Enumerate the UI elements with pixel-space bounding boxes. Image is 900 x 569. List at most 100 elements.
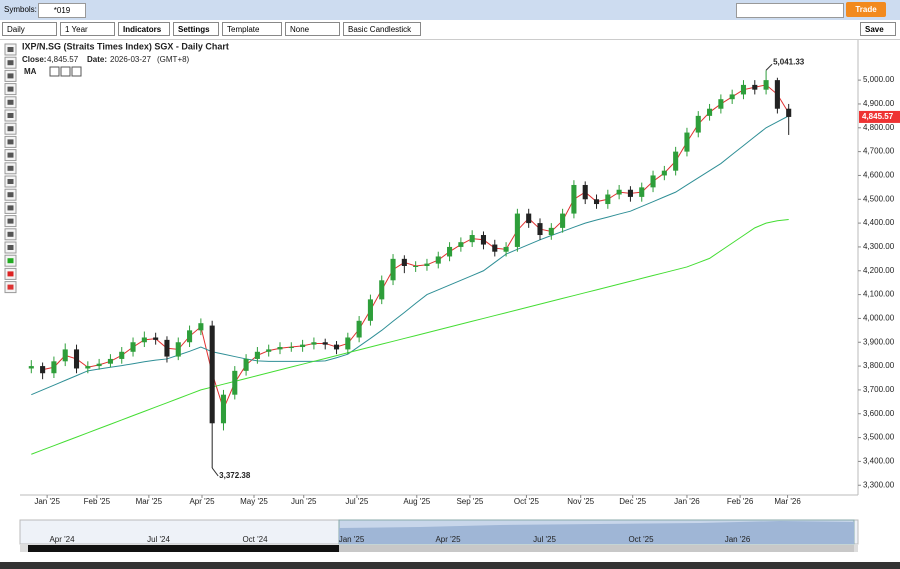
close-value: 4,845.57 bbox=[47, 55, 79, 64]
search-box[interactable] bbox=[736, 3, 844, 18]
candle-body bbox=[198, 323, 204, 331]
tool-icon bbox=[7, 73, 14, 79]
candle-body bbox=[141, 337, 147, 343]
high-annotation: 5,041.33 bbox=[773, 57, 805, 66]
x-tick-label: Sep '25 bbox=[456, 497, 483, 506]
x-tick-label: Dec '25 bbox=[619, 497, 646, 506]
tool-icon bbox=[7, 152, 14, 158]
navigator-label: Apr '24 bbox=[49, 535, 75, 544]
x-tick-label: Feb '26 bbox=[727, 497, 754, 506]
candle-body bbox=[492, 244, 498, 252]
x-tick-label: May '25 bbox=[240, 497, 268, 506]
x-tick-label: Mar '26 bbox=[774, 497, 801, 506]
ma-toggle[interactable] bbox=[49, 66, 60, 77]
date-label: Date: bbox=[87, 55, 107, 64]
high-pointer bbox=[765, 63, 773, 71]
range-select[interactable]: 1 Year bbox=[60, 22, 115, 36]
candle-body bbox=[718, 99, 724, 109]
y-tick-label: 3,300.00 bbox=[863, 480, 895, 489]
candle-body bbox=[164, 339, 170, 357]
candle-body bbox=[729, 94, 735, 100]
y-tick-label: 4,700.00 bbox=[863, 147, 895, 156]
candle-body bbox=[254, 351, 260, 359]
tool-icon bbox=[7, 47, 14, 52]
navigator-area bbox=[339, 521, 854, 544]
candle-body bbox=[469, 235, 475, 243]
y-tick-label: 4,400.00 bbox=[863, 218, 895, 227]
symbols-label: Symbols: bbox=[4, 5, 37, 14]
candle-body bbox=[40, 366, 46, 374]
ma-settings[interactable] bbox=[60, 66, 71, 77]
ma-line bbox=[31, 219, 789, 455]
timezone: (GMT+8) bbox=[157, 55, 190, 64]
y-tick-label: 3,700.00 bbox=[863, 385, 895, 394]
save-button[interactable]: Save bbox=[860, 22, 896, 36]
navigator-label: Jul '25 bbox=[533, 535, 556, 544]
candle-body bbox=[707, 108, 713, 116]
y-tick-label: 3,800.00 bbox=[863, 361, 895, 370]
candle-body bbox=[322, 342, 328, 345]
y-tick-label: 4,500.00 bbox=[863, 194, 895, 203]
date-value: 2026-03-27 bbox=[110, 55, 151, 64]
candle-body bbox=[616, 189, 622, 195]
scrollbar-thumb[interactable] bbox=[339, 545, 854, 552]
candle-body bbox=[187, 330, 193, 343]
scrollbar-left bbox=[28, 545, 339, 552]
tool-icon bbox=[7, 113, 14, 118]
candle-body bbox=[266, 349, 272, 352]
tool-icon bbox=[7, 165, 14, 171]
x-tick-label: Jun '25 bbox=[291, 497, 317, 506]
candle-body bbox=[300, 344, 306, 348]
candle-body bbox=[571, 184, 577, 214]
candle-body bbox=[311, 342, 317, 345]
x-tick-label: Mar '25 bbox=[136, 497, 163, 506]
candle-body bbox=[447, 246, 453, 257]
candle-body bbox=[458, 242, 464, 247]
candle-body bbox=[763, 80, 769, 90]
ma-remove[interactable] bbox=[71, 66, 82, 77]
symbol-input[interactable]: *019 bbox=[38, 3, 86, 18]
last-price-label: 4,845.57 bbox=[862, 112, 894, 121]
tool-icon bbox=[7, 271, 14, 277]
trade-button[interactable]: Trade bbox=[846, 2, 886, 17]
candle-body bbox=[786, 108, 792, 117]
drawing-tools bbox=[4, 43, 17, 294]
indicators-button[interactable]: Indicators bbox=[118, 22, 170, 36]
candle-body bbox=[401, 258, 407, 266]
navigator-label: Jan '26 bbox=[725, 535, 751, 544]
candle-body bbox=[627, 189, 633, 197]
settings-button[interactable]: Settings bbox=[173, 22, 219, 36]
x-tick-label: Apr '25 bbox=[189, 497, 215, 506]
candle-body bbox=[480, 235, 487, 245]
navigator-label: Jan '25 bbox=[339, 535, 365, 544]
tool-icon bbox=[7, 179, 14, 184]
candle-body bbox=[424, 263, 430, 266]
candle-body bbox=[62, 349, 68, 362]
candle-body bbox=[503, 246, 509, 252]
candle-body bbox=[582, 184, 588, 200]
candle-body bbox=[548, 227, 554, 236]
candle-body bbox=[514, 213, 520, 247]
chart-style-select[interactable]: Basic Candlestick bbox=[343, 22, 421, 36]
overlay-select[interactable]: None bbox=[285, 22, 340, 36]
tool-icon bbox=[7, 231, 14, 237]
x-tick-label: Jul '25 bbox=[345, 497, 368, 506]
navigator-label: Oct '24 bbox=[242, 535, 268, 544]
interval-select[interactable]: Daily bbox=[2, 22, 57, 36]
template-select[interactable]: Template bbox=[222, 22, 282, 36]
candle-body bbox=[661, 170, 667, 176]
candle-body bbox=[537, 223, 543, 236]
candle-body bbox=[119, 351, 125, 359]
candle-body bbox=[175, 342, 181, 357]
candle-body bbox=[774, 80, 780, 109]
navigator-label: Jul '24 bbox=[147, 535, 170, 544]
y-tick-label: 4,200.00 bbox=[863, 266, 895, 275]
candle-body bbox=[85, 366, 91, 369]
candle-body bbox=[356, 320, 362, 338]
candle-body bbox=[73, 349, 80, 369]
candle-body bbox=[288, 347, 294, 349]
indicator-label: MA bbox=[24, 67, 37, 76]
y-tick-label: 5,000.00 bbox=[863, 75, 895, 84]
candle-body bbox=[752, 84, 758, 90]
